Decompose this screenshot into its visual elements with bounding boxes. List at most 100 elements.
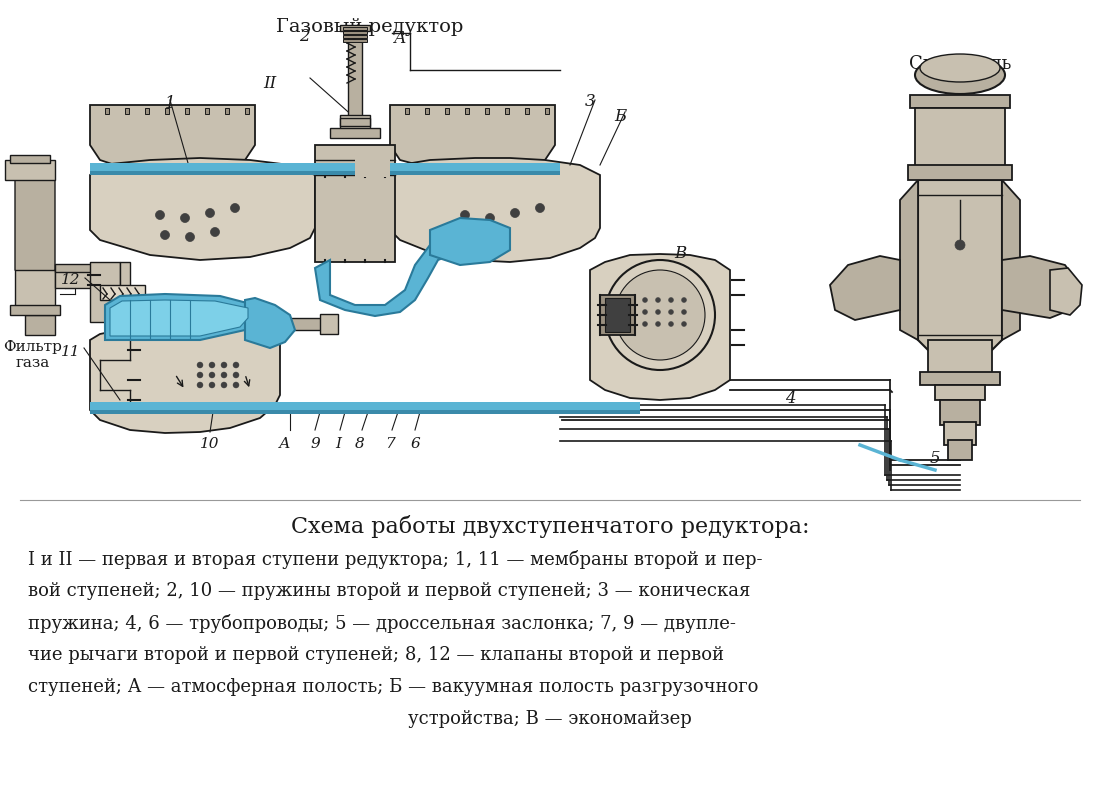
Circle shape (659, 309, 665, 315)
Text: 7: 7 (385, 437, 395, 451)
Circle shape (209, 362, 215, 368)
Bar (55, 264, 100, 272)
Polygon shape (918, 180, 1002, 350)
Circle shape (197, 362, 203, 368)
Bar (126, 108, 129, 114)
Polygon shape (1002, 256, 1080, 318)
Ellipse shape (915, 56, 1005, 94)
Circle shape (161, 230, 170, 240)
Circle shape (955, 240, 964, 250)
Circle shape (210, 227, 219, 237)
Polygon shape (430, 218, 510, 265)
Circle shape (221, 372, 227, 378)
Circle shape (668, 297, 674, 302)
Circle shape (197, 372, 203, 378)
Bar (525, 108, 528, 114)
Circle shape (668, 321, 674, 327)
Bar (145, 108, 149, 114)
Circle shape (683, 321, 689, 327)
Bar (344, 31, 367, 34)
Polygon shape (15, 270, 55, 310)
Text: Смеситель: Смеситель (908, 55, 1011, 73)
Bar (10, 155, 50, 163)
Text: 12: 12 (61, 273, 80, 287)
Bar (344, 27, 367, 30)
Bar (225, 108, 229, 114)
Circle shape (671, 309, 677, 315)
Bar (90, 410, 640, 414)
Bar (25, 315, 55, 335)
Circle shape (671, 321, 677, 327)
Polygon shape (590, 254, 730, 400)
Text: Б: Б (614, 108, 626, 125)
Polygon shape (940, 400, 980, 425)
Circle shape (460, 211, 469, 219)
Text: Фильтр
газа: Фильтр газа (3, 340, 63, 370)
Bar (330, 128, 380, 138)
Circle shape (643, 309, 647, 315)
Circle shape (233, 382, 239, 388)
Bar (0, 0, 1101, 490)
Polygon shape (830, 256, 900, 320)
Polygon shape (944, 422, 975, 445)
Circle shape (647, 309, 653, 315)
Circle shape (647, 333, 653, 339)
Circle shape (209, 382, 215, 388)
Bar (290, 318, 325, 330)
Circle shape (209, 372, 215, 378)
Circle shape (659, 321, 665, 327)
Text: вой ступеней; 2, 10 — пружины второй и первой ступеней; 3 — коническая: вой ступеней; 2, 10 — пружины второй и п… (28, 582, 751, 600)
Bar (505, 108, 509, 114)
Circle shape (659, 333, 665, 339)
Polygon shape (920, 372, 1000, 385)
Polygon shape (90, 158, 315, 260)
Polygon shape (90, 105, 255, 175)
Bar (246, 108, 249, 114)
Bar (90, 171, 560, 175)
Bar (90, 163, 560, 171)
Circle shape (476, 233, 484, 241)
Polygon shape (15, 170, 55, 280)
Text: ступеней; А — атмосферная полость; Б — вакуумная полость разгрузочного: ступеней; А — атмосферная полость; Б — в… (28, 678, 759, 696)
Polygon shape (1002, 180, 1020, 340)
Polygon shape (105, 294, 255, 340)
Bar (600, 295, 635, 335)
Circle shape (647, 297, 653, 303)
Polygon shape (915, 108, 1005, 170)
Bar (606, 298, 630, 332)
Circle shape (181, 214, 189, 222)
Circle shape (221, 382, 227, 388)
Bar (344, 39, 367, 42)
Polygon shape (900, 180, 918, 340)
Text: 8: 8 (356, 437, 364, 451)
Circle shape (643, 321, 647, 327)
Polygon shape (928, 340, 992, 375)
Bar (425, 108, 429, 114)
Polygon shape (911, 95, 1010, 108)
Polygon shape (110, 300, 248, 336)
Text: 6: 6 (411, 437, 419, 451)
Circle shape (683, 297, 689, 303)
Bar (405, 108, 408, 114)
Bar (205, 108, 209, 114)
Circle shape (501, 227, 510, 237)
Bar (90, 402, 640, 410)
Circle shape (450, 230, 459, 240)
Bar (90, 163, 345, 171)
Bar (348, 28, 362, 120)
Circle shape (197, 382, 203, 388)
Polygon shape (315, 240, 450, 316)
Circle shape (206, 208, 215, 218)
Bar (465, 108, 469, 114)
Bar (486, 108, 489, 114)
Circle shape (155, 211, 164, 219)
Bar (445, 108, 449, 114)
Polygon shape (246, 298, 295, 348)
Circle shape (606, 260, 715, 370)
Circle shape (221, 362, 227, 368)
Polygon shape (908, 165, 1012, 180)
Text: 4: 4 (785, 390, 795, 407)
Text: Схема работы двухступенчатого редуктора:: Схема работы двухступенчатого редуктора: (291, 515, 809, 538)
Bar (344, 35, 367, 38)
Bar (340, 118, 370, 126)
